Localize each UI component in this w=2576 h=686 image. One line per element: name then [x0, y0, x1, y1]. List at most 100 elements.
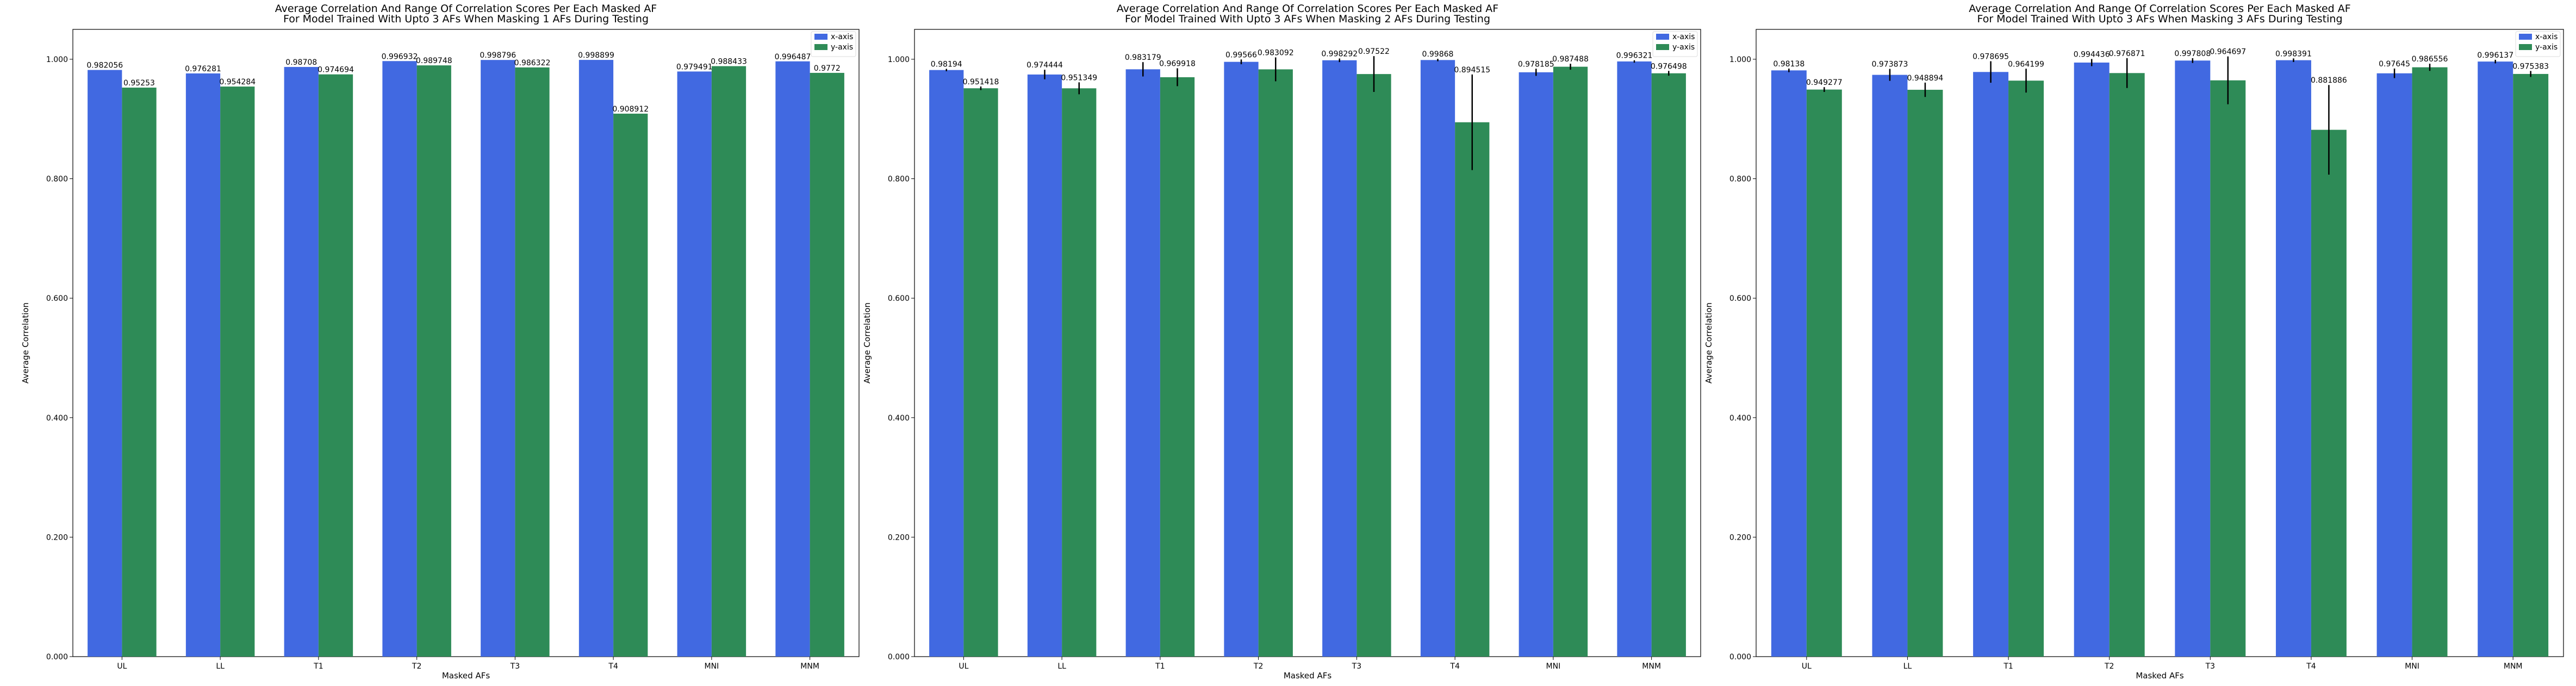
- data-label: 0.975383: [2512, 62, 2549, 71]
- chart-title-line-1: Average Correlation And Range Of Correla…: [1969, 3, 2350, 15]
- data-label: 0.989748: [416, 57, 452, 65]
- x-tick-label-t4: T4: [2306, 662, 2316, 671]
- chart-title-line-2: For Model Trained With Upto 3 AFs When M…: [283, 13, 649, 25]
- bar-y-axis-t1: [2008, 81, 2044, 657]
- bar-x-axis-t4: [578, 60, 614, 657]
- data-label: 0.9772: [814, 64, 841, 73]
- bar-y-axis-mni: [711, 66, 746, 657]
- legend-swatch-y-axis: [2519, 44, 2532, 50]
- data-label: 0.894515: [1454, 66, 1490, 75]
- data-label: 0.964199: [2008, 60, 2044, 69]
- y-tick-label: 0.200: [1729, 533, 1751, 542]
- data-label: 0.996137: [2477, 51, 2513, 60]
- bar-y-axis-t3: [515, 67, 550, 657]
- bar-x-axis-mnm: [1617, 61, 1652, 657]
- bar-y-axis-t3: [1357, 74, 1391, 657]
- chart-title-line-2: For Model Trained With Upto 3 AFs When M…: [1977, 13, 2342, 25]
- bar-y-axis-mnm: [810, 72, 844, 657]
- bar-x-axis-t2: [2074, 63, 2110, 657]
- x-tick-label-ul: UL: [959, 662, 968, 671]
- chart-panel-3: Average Correlation And Range Of Correla…: [1704, 3, 2564, 681]
- bar-x-axis-t4: [1420, 60, 1455, 657]
- data-label: 0.996321: [1616, 52, 1653, 60]
- legend-swatch-x-axis: [814, 34, 827, 40]
- y-tick-label: 0.800: [1729, 175, 1751, 184]
- bar-x-axis-t1: [284, 67, 319, 657]
- legend-swatch-x-axis: [2519, 34, 2532, 40]
- y-tick-label: 0.000: [888, 653, 910, 662]
- y-tick-label: 0.000: [1729, 653, 1751, 662]
- data-label: 0.99868: [1422, 50, 1454, 59]
- x-tick-label-mni: MNI: [2405, 662, 2419, 671]
- y-tick-label: 1.000: [888, 55, 910, 64]
- bar-x-axis-mnm: [775, 61, 810, 657]
- bar-x-axis-mni: [2376, 73, 2412, 657]
- legend-label-y-axis: y-axis: [1672, 43, 1695, 52]
- y-tick-label: 0.200: [46, 533, 68, 542]
- x-tick-label-t1: T1: [2003, 662, 2013, 671]
- bar-y-axis-t1: [1160, 77, 1195, 657]
- data-label: 0.997808: [2174, 50, 2211, 58]
- bar-y-axis-t4: [1455, 122, 1490, 657]
- data-label: 0.951349: [1061, 73, 1097, 82]
- data-label: 0.979491: [676, 63, 713, 71]
- x-tick-label-t3: T3: [1352, 662, 1361, 671]
- bar-x-axis-t3: [481, 60, 515, 657]
- bar-y-axis-ul: [1806, 89, 1842, 657]
- bar-x-axis-ul: [1771, 70, 1807, 657]
- x-tick-label-mnm: MNM: [1642, 662, 1661, 671]
- bar-y-axis-ll: [1062, 88, 1097, 657]
- legend-label-x-axis: x-axis: [831, 33, 853, 41]
- data-label: 0.976871: [2109, 50, 2145, 58]
- bar-y-axis-ul: [963, 88, 998, 657]
- data-label: 0.95253: [123, 79, 155, 88]
- data-label: 0.976281: [185, 65, 221, 73]
- y-tick-label: 1.000: [1729, 55, 1751, 64]
- plot-area-frame: [72, 29, 860, 657]
- bar-x-axis-t2: [1224, 61, 1259, 657]
- legend-swatch-x-axis: [1656, 34, 1669, 40]
- bar-x-axis-t2: [382, 61, 417, 657]
- x-tick-label-ll: LL: [1057, 662, 1066, 671]
- data-label: 0.986322: [514, 59, 551, 67]
- y-tick-label: 0.400: [46, 414, 68, 423]
- data-label: 0.998391: [2275, 50, 2312, 58]
- data-label: 0.969918: [1159, 59, 1196, 68]
- data-label: 0.978695: [1973, 53, 2009, 61]
- y-tick-label: 0.400: [1729, 414, 1751, 423]
- legend-label-y-axis: y-axis: [831, 43, 853, 52]
- data-label: 0.98138: [1773, 60, 1805, 69]
- y-axis-label: Average Correlation: [21, 302, 30, 384]
- y-tick-label: 0.800: [46, 175, 68, 184]
- bar-y-axis-mnm: [1651, 73, 1686, 657]
- x-tick-label-mni: MNI: [1546, 662, 1561, 671]
- bar-x-axis-mni: [1519, 72, 1553, 657]
- data-label: 0.983092: [1258, 49, 1294, 58]
- x-tick-label-t4: T4: [1449, 662, 1460, 671]
- data-label: 0.973873: [1872, 60, 1908, 69]
- bar-y-axis-t1: [318, 74, 353, 657]
- x-tick-label-ll: LL: [1903, 662, 1912, 671]
- y-axis-label: Average Correlation: [1704, 302, 1714, 384]
- x-tick-label-t3: T3: [2205, 662, 2215, 671]
- x-tick-label-mnm: MNM: [800, 662, 819, 671]
- x-tick-label-mni: MNI: [705, 662, 719, 671]
- x-tick-label-t1: T1: [313, 662, 323, 671]
- bar-y-axis-t4: [613, 113, 648, 657]
- data-label: 0.988433: [711, 58, 747, 66]
- data-label: 0.98194: [931, 60, 962, 69]
- bar-x-axis-t1: [1125, 69, 1160, 657]
- x-tick-label-t2: T2: [2104, 662, 2114, 671]
- bar-x-axis-t4: [2275, 60, 2311, 657]
- legend-label-x-axis: x-axis: [1672, 33, 1695, 41]
- bar-x-axis-mnm: [2478, 61, 2513, 657]
- data-label: 0.97645: [2379, 60, 2410, 69]
- data-label: 0.994436: [2074, 50, 2110, 59]
- y-tick-label: 0.400: [888, 414, 910, 423]
- x-axis-label: Masked AFs: [2136, 671, 2184, 681]
- data-label: 0.996487: [775, 53, 811, 61]
- x-tick-label-t1: T1: [1155, 662, 1165, 671]
- data-label: 0.99566: [1225, 51, 1257, 59]
- data-label: 0.98708: [285, 58, 317, 67]
